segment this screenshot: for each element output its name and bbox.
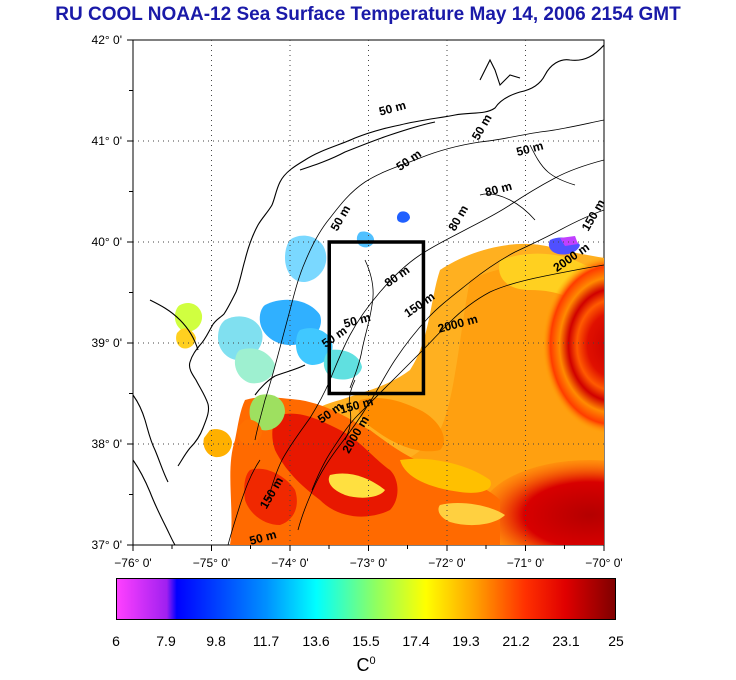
longitude-tick-label: −73° 0' — [350, 556, 387, 570]
color-scale-tick: 11.7 — [252, 633, 280, 649]
study-area-box — [327, 240, 426, 396]
map-title: RU COOL NOAA-12 Sea Surface Temperature … — [55, 4, 681, 25]
sst-warm-water — [230, 243, 604, 545]
latitude-tick-label: 37° 0' — [92, 538, 122, 552]
longitude-tick-label: −74° 0' — [271, 556, 308, 570]
color-scale-tick: 17.4 — [402, 633, 430, 649]
isobaths — [227, 119, 604, 545]
isobath-label: 50 m — [377, 98, 407, 119]
color-scale-tick: 9.8 — [206, 633, 226, 649]
color-scale-tick: 21.2 — [502, 633, 530, 649]
latitude-tick-label: 42° 0' — [92, 33, 122, 47]
latitude-labels: 42° 0' 41° 0' 40° 0' 39° 0' 38° 0' 37° 0' — [92, 33, 122, 552]
sst-map: 50 m50 m50 m50 m50 m50 m50 m80 m80 m80 m… — [92, 33, 623, 570]
latitude-tick-label: 41° 0' — [92, 134, 122, 148]
longitude-tick-label: −71° 0' — [507, 556, 544, 570]
color-scale-tick: 19.3 — [452, 633, 480, 649]
isobath-label: 50 m — [515, 138, 545, 159]
isobath-label: 50 m — [248, 527, 278, 548]
color-scale-tick: 25 — [608, 633, 624, 649]
isobath-label: 50 m — [342, 310, 372, 331]
sst-shelf-water — [174, 211, 580, 458]
axis-ticks — [127, 39, 605, 551]
longitude-tick-label: −72° 0' — [428, 556, 465, 570]
color-scale-tick: 6 — [112, 633, 120, 649]
isobath-label: 80 m — [483, 179, 513, 200]
longitude-tick-label: −76° 0' — [114, 556, 151, 570]
color-scale-tick: 15.5 — [352, 633, 380, 649]
color-scale-tick: 13.6 — [302, 633, 330, 649]
coastline — [133, 44, 604, 545]
longitude-labels: −76° 0' −75° 0' −74° 0' −73° 0' −72° 0' −71° … — [114, 556, 622, 570]
latitude-tick-label: 40° 0' — [92, 235, 122, 249]
longitude-tick-label: −75° 0' — [193, 556, 230, 570]
color-scale-tick: 23.1 — [552, 633, 580, 649]
color-scale-tick: 7.9 — [156, 633, 176, 649]
color-scale-bar — [116, 578, 616, 620]
latitude-tick-label: 39° 0' — [92, 336, 122, 350]
latitude-tick-label: 38° 0' — [92, 437, 122, 451]
color-scale-label: C0 — [356, 655, 376, 675]
longitude-tick-label: −70° 0' — [585, 556, 622, 570]
